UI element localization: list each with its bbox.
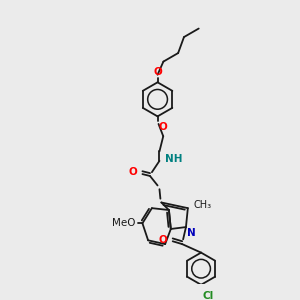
Text: MeO: MeO: [112, 218, 136, 228]
Text: CH₃: CH₃: [194, 200, 211, 210]
Text: O: O: [153, 67, 162, 76]
Text: O: O: [158, 235, 167, 245]
Text: NH: NH: [165, 154, 183, 164]
Text: Cl: Cl: [202, 291, 213, 300]
Text: O: O: [128, 167, 137, 177]
Text: N: N: [187, 228, 196, 238]
Text: O: O: [158, 122, 167, 132]
